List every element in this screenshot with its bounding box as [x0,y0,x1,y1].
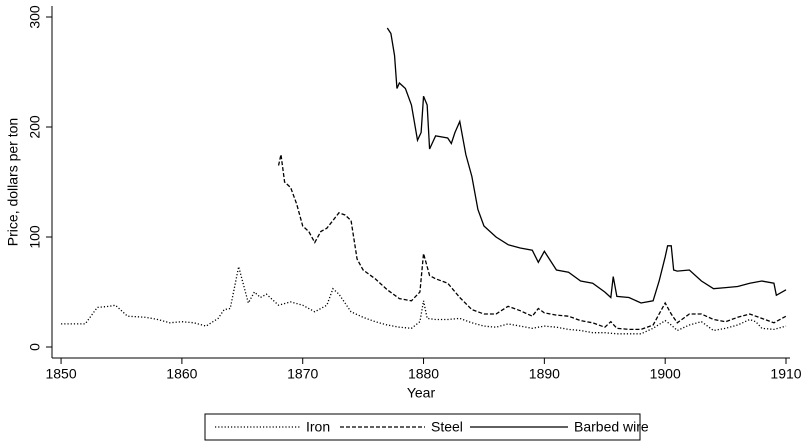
series-line [61,266,787,335]
y-tick-label: 300 [27,5,43,29]
x-tick-label: 1880 [408,366,439,382]
y-tick-label: 200 [27,115,43,139]
legend-label: Barbed wire [574,419,649,435]
x-tick-label: 1900 [650,366,681,382]
x-tick-label: 1860 [166,366,197,382]
series-line [277,154,787,331]
y-tick-label: 0 [27,343,43,351]
x-tick-label: 1850 [45,366,76,382]
x-axis-label: Year [407,385,436,401]
y-axis-label: Price, dollars per ton [5,118,21,246]
series-line [386,27,787,304]
x-tick-label: 1910 [770,366,801,382]
legend-label: Iron [306,419,330,435]
y-tick-label: 100 [27,225,43,249]
x-tick-label: 1890 [529,366,560,382]
x-tick-label: 1870 [287,366,318,382]
legend-label: Steel [431,419,463,435]
